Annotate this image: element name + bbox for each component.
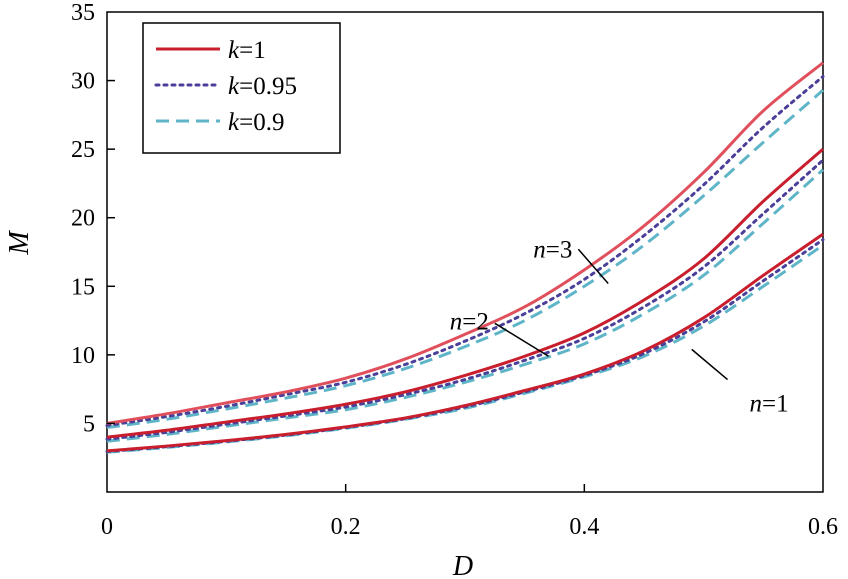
y-tick-label: 15 [71, 274, 95, 300]
curve-label-n3: n=3 [533, 236, 572, 263]
series-layer [105, 61, 825, 454]
legend-label: k=1 [228, 37, 266, 64]
plot-frame [106, 11, 824, 493]
x-tick-label: 0.2 [331, 514, 361, 540]
x-tick-label: 0.6 [808, 514, 838, 540]
curve-label-n1: n=1 [750, 391, 789, 418]
x-axis-title: D [452, 551, 473, 579]
annotation-leader [577, 248, 609, 285]
y-tick-label: 20 [71, 206, 95, 232]
series-line-n2-solid [106, 148, 824, 439]
legend-label: k=0.9 [228, 109, 284, 136]
legend-box [142, 22, 341, 154]
series-line-n3-solid [106, 61, 824, 425]
annotation-leader [494, 322, 549, 357]
y-tick-label: 5 [83, 411, 95, 437]
y-tick-label: 10 [71, 343, 95, 369]
y-tick-label: 35 [71, 0, 95, 26]
plot-area: 0 0.2 0.4 0.6 5 10 15 20 25 30 35 n=3 n=2 n=1 [71, 0, 838, 540]
legend-label: k=0.95 [228, 73, 297, 100]
annotation-layer: n=3 n=2 n=1 [450, 236, 789, 417]
ticks-layer: 0 0.2 0.4 0.6 5 10 15 20 25 30 35 [71, 0, 838, 540]
x-tick-label: 0 [101, 514, 113, 540]
series-line-n2-dotted [105, 158, 825, 441]
series-line-n1-dashed [106, 243, 824, 454]
series-line-n2-dashed [106, 168, 825, 443]
curve-label-n2: n=2 [450, 308, 489, 335]
annotation-leader [691, 348, 729, 381]
y-tick-label: 25 [71, 137, 95, 163]
series-line-n3-dashed [106, 89, 824, 430]
legend: k=1 k=0.95 k=0.9 [142, 22, 341, 154]
series-line-n1-solid [106, 232, 824, 453]
y-tick-label: 30 [71, 69, 95, 95]
y-axis-title: M [4, 230, 35, 256]
x-tick-label: 0.4 [569, 514, 599, 540]
series-line-n3-dotted [105, 74, 825, 427]
